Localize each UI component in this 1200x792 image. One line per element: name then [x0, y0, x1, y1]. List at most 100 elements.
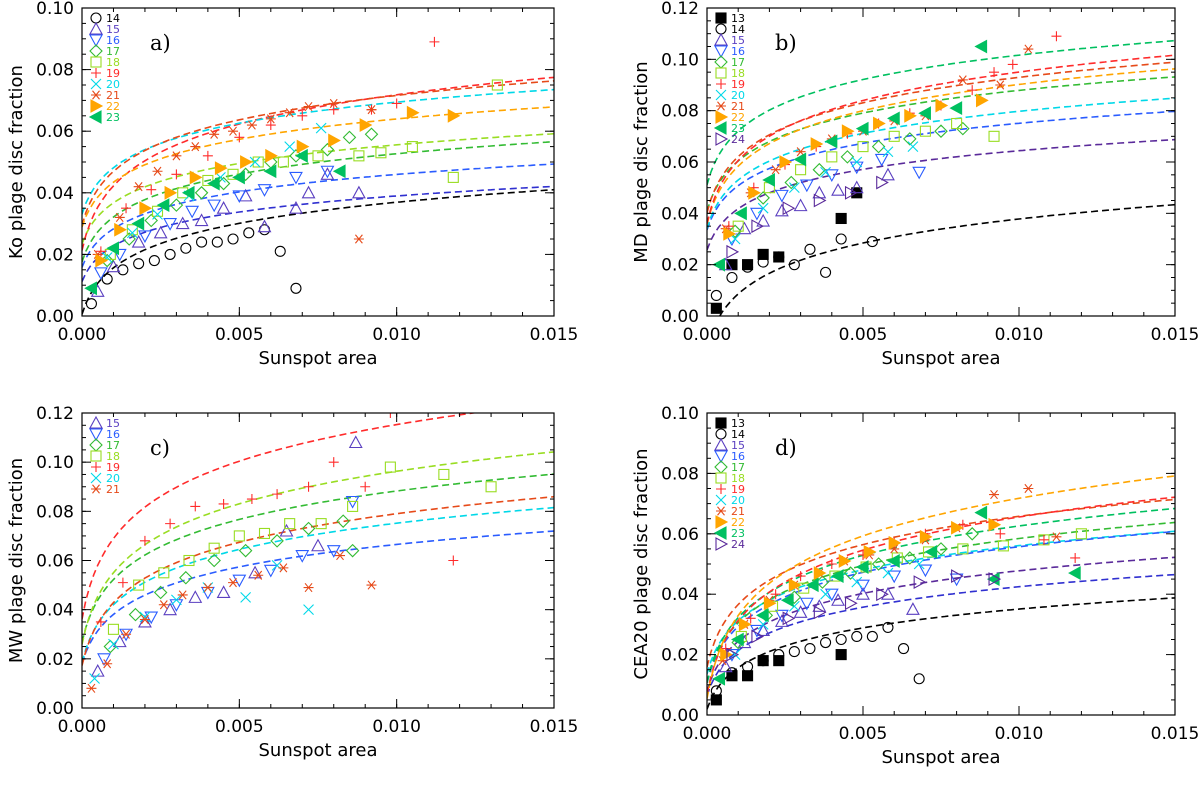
legend-item-23: 23	[713, 121, 745, 135]
point-cycle-19	[202, 150, 213, 161]
point-cycle-17	[270, 534, 284, 548]
y-tick-label: 0.08	[36, 61, 74, 81]
point-cycle-21	[246, 120, 257, 130]
point-cycle-22	[888, 535, 902, 550]
point-cycle-17	[364, 127, 379, 142]
legend-label: 15	[731, 439, 745, 452]
point-cycle-14	[835, 633, 847, 646]
legend-item-21: 21	[91, 89, 120, 102]
point-cycle-20	[820, 588, 831, 600]
y-tick-label: 0.08	[36, 502, 74, 522]
point-cycle-19	[328, 104, 339, 115]
legend-item-18: 18	[90, 56, 120, 69]
fit-curve-cycle-18	[82, 132, 554, 245]
point-cycle-18	[312, 150, 324, 162]
point-cycle-14	[742, 661, 754, 673]
point-cycle-22	[748, 185, 761, 200]
legend-label: 15	[106, 23, 120, 36]
point-cycle-14	[148, 255, 160, 267]
point-cycle-15	[812, 185, 827, 199]
point-cycle-23	[887, 554, 900, 568]
point-cycle-16	[185, 205, 200, 219]
legend-marker-18	[90, 450, 102, 462]
point-cycle-19	[1038, 534, 1049, 545]
point-cycle-21	[171, 151, 182, 161]
fit-curve-cycle-14	[82, 188, 554, 315]
legend-label: 20	[106, 78, 120, 91]
x-tick-label: 0.000	[58, 325, 107, 345]
point-cycle-15	[248, 565, 262, 579]
y-tick-label: 0.08	[661, 102, 699, 122]
point-cycle-14	[227, 233, 239, 245]
point-cycle-23	[295, 148, 308, 163]
point-cycle-19	[165, 518, 176, 529]
legend-item-22: 22	[715, 515, 745, 529]
point-cycle-22	[788, 578, 802, 593]
point-cycle-20	[913, 558, 925, 570]
point-cycle-19	[297, 110, 308, 121]
point-cycle-22	[296, 139, 310, 154]
fit-curve-cycle-19	[82, 413, 479, 620]
point-cycle-14	[101, 273, 113, 285]
point-cycle-21	[995, 80, 1006, 90]
point-cycle-16	[295, 550, 310, 563]
legend-marker-18	[715, 472, 727, 484]
point-cycle-19	[385, 413, 396, 418]
legend-label: 20	[731, 494, 745, 507]
point-cycle-24	[726, 244, 740, 259]
point-cycle-23	[332, 164, 346, 179]
point-cycle-21	[228, 126, 239, 136]
point-cycle-23	[731, 632, 744, 647]
point-cycle-18	[888, 130, 900, 142]
legend-marker-13	[715, 12, 727, 24]
legend-item-16: 16	[89, 34, 120, 48]
point-cycle-15	[774, 203, 789, 217]
legend-label: 17	[731, 56, 745, 69]
point-cycle-23	[263, 164, 277, 179]
x-tick-label: 0.010	[995, 724, 1044, 744]
legend-item-13: 13	[715, 12, 745, 25]
point-cycle-19	[246, 494, 257, 505]
fit-curve-cycle-22	[82, 106, 554, 228]
point-cycle-19	[117, 577, 128, 588]
legend-label: 18	[731, 472, 745, 485]
point-cycle-13	[710, 302, 722, 314]
point-cycle-14	[710, 289, 722, 302]
point-cycle-20	[882, 567, 894, 579]
point-cycle-14	[866, 236, 878, 248]
point-cycle-17	[756, 191, 770, 205]
y-tick-label: 0.04	[661, 585, 699, 605]
point-cycle-16	[849, 161, 864, 175]
legend-marker-24	[715, 537, 729, 551]
point-cycle-14	[866, 630, 878, 643]
legend-marker-15	[714, 437, 728, 451]
fit-curve-cycle-20	[82, 506, 554, 663]
x-axis-title: Sunspot area	[882, 747, 1001, 768]
x-tick-label: 0.005	[839, 325, 888, 345]
legend-label: 24	[731, 133, 745, 146]
point-cycle-16	[949, 573, 964, 587]
point-cycle-16	[749, 624, 764, 638]
panel-label: b)	[775, 31, 797, 55]
y-tick-label: 0.10	[661, 404, 699, 424]
point-cycle-24	[726, 647, 740, 662]
legend-item-22: 22	[90, 99, 120, 113]
legend-marker-23	[88, 110, 102, 124]
point-cycle-22	[838, 554, 852, 568]
point-cycle-19	[391, 98, 402, 109]
point-cycle-22	[189, 170, 203, 185]
legend-label: 21	[106, 483, 120, 496]
legend-item-16: 16	[714, 450, 745, 464]
point-cycle-21	[139, 614, 150, 625]
point-cycle-19	[1051, 31, 1062, 42]
point-cycle-19	[770, 589, 781, 600]
point-cycle-23	[734, 206, 747, 221]
point-cycle-17	[345, 543, 360, 558]
point-cycle-14	[804, 643, 816, 655]
legend-label: 23	[731, 122, 745, 135]
point-cycle-15	[279, 523, 294, 537]
point-cycle-15	[311, 538, 325, 552]
point-cycle-21	[202, 582, 213, 593]
legend-label: 14	[731, 428, 745, 441]
